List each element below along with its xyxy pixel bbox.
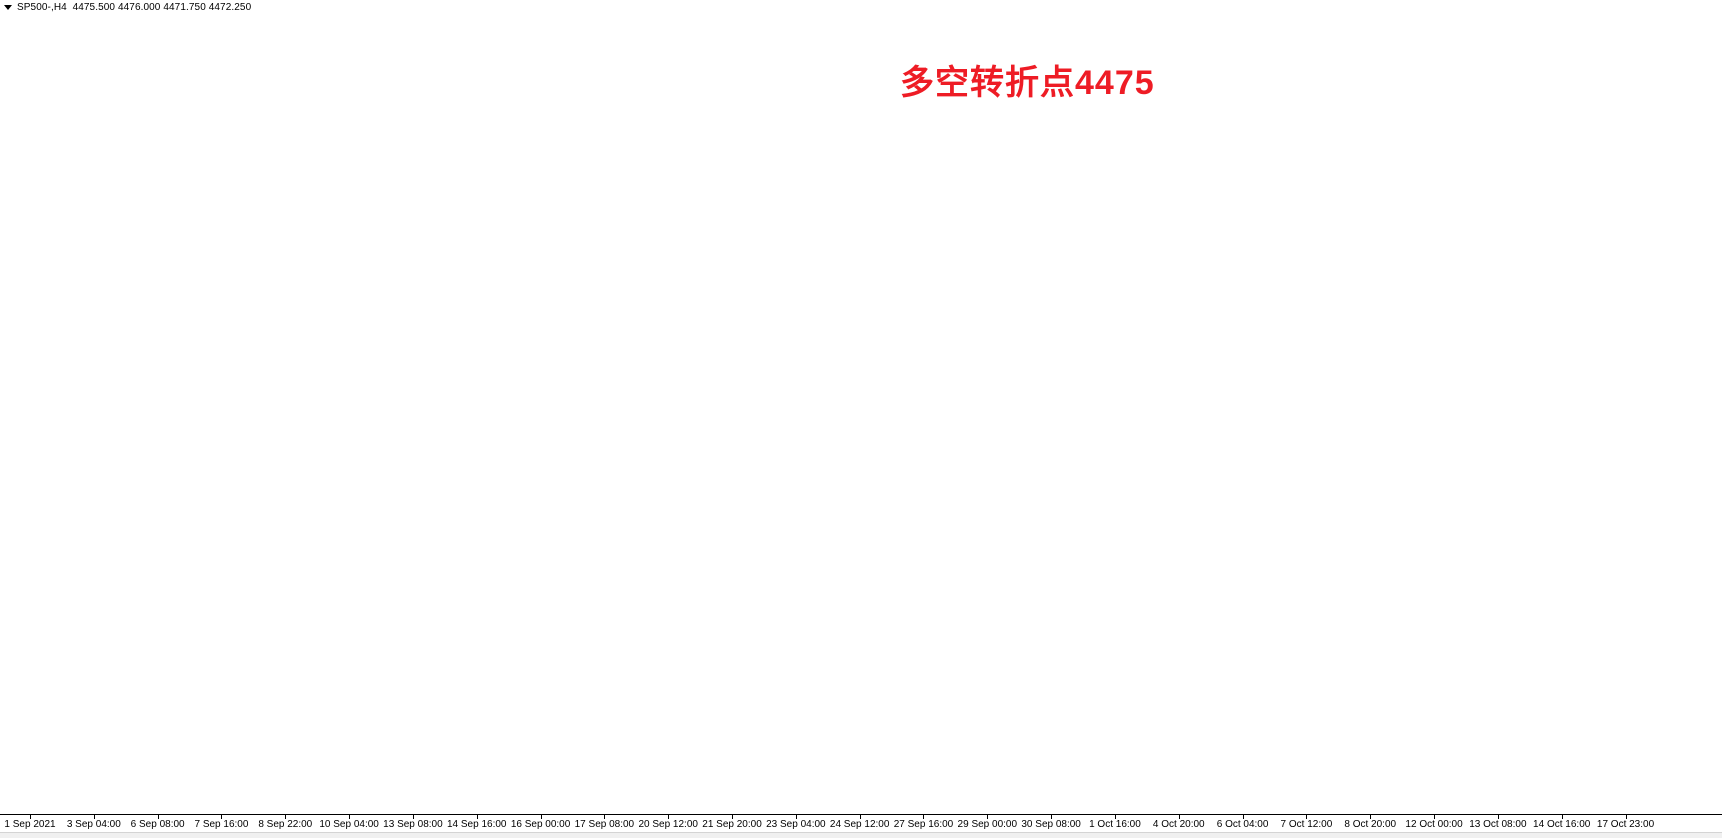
time-tick-mark [1434,815,1436,819]
time-tick-label: 21 Sep 20:00 [702,819,762,830]
symbol-label: SP500-,H4 4475.500 4476.000 4471.750 447… [17,1,252,13]
time-tick-label: 8 Oct 20:00 [1344,819,1397,830]
time-tick-label: 10 Sep 04:00 [319,819,379,830]
time-tick-label: 30 Sep 08:00 [1021,819,1081,830]
time-tick-mark [349,815,351,819]
time-tick-mark [221,815,223,819]
time-tick-label: 20 Sep 12:00 [638,819,698,830]
time-tick-mark [604,815,606,819]
time-tick-label: 7 Oct 12:00 [1280,819,1333,830]
time-tick-mark [987,815,989,819]
time-tick-label: 6 Oct 04:00 [1216,819,1269,830]
time-tick-mark [1497,815,1499,819]
time-tick-label: 13 Sep 08:00 [383,819,443,830]
time-tick-label: 12 Oct 00:00 [1405,819,1463,830]
time-tick-mark [1051,815,1053,819]
time-tick-mark [923,815,925,819]
time-tick-label: 29 Sep 00:00 [957,819,1018,830]
time-tick-label: 1 Oct 16:00 [1089,819,1141,830]
symbol-bar: SP500-,H4 4475.500 4476.000 4471.750 447… [0,0,1722,14]
time-tick-label: 14 Oct 16:00 [1533,819,1591,830]
time-tick-mark [412,815,414,819]
time-tick-label: 13 Oct 08:00 [1469,819,1527,830]
chart-annotation: 多空转折点4475 [900,64,1155,102]
time-tick-mark [1370,815,1372,819]
time-tick-label: 17 Oct 23:00 [1596,819,1655,830]
time-tick-mark [668,815,670,819]
time-tick-label: 7 Sep 16:00 [194,819,249,830]
time-tick-mark [1625,815,1627,819]
time-tick-label: 6 Sep 08:00 [130,819,185,830]
time-tick-label: 17 Sep 08:00 [574,819,635,830]
time-tick-mark [1306,815,1308,819]
time-tick-label: 27 Sep 16:00 [893,819,954,830]
time-tick-label: 23 Sep 04:00 [766,819,826,830]
time-tick-label: 14 Sep 16:00 [446,819,507,830]
time-tick-mark [30,815,31,819]
time-tick-mark [795,815,797,819]
time-tick-label: 8 Sep 22:00 [258,819,313,830]
time-tick-label: 16 Sep 00:00 [510,819,571,830]
time-tick-mark [476,815,478,819]
time-tick-mark [732,815,734,819]
time-tick-mark [1242,815,1244,819]
time-tick-mark [859,815,861,819]
time-tick-label: 24 Sep 12:00 [829,819,890,830]
time-tick-label: 1 Sep 2021 [4,819,56,830]
time-tick-mark [93,815,95,819]
time-tick-mark [1178,815,1180,819]
horizontal-scrollbar[interactable] [0,832,1722,838]
triangle-down-icon[interactable] [4,4,12,10]
time-tick-mark [157,815,159,819]
time-tick-mark [1114,815,1116,819]
time-tick-mark [285,815,287,819]
time-tick-label: 4 Oct 20:00 [1152,819,1205,830]
time-tick-mark [1561,815,1563,819]
time-tick-label: 3 Sep 04:00 [66,819,121,830]
time-tick-mark [540,815,542,819]
